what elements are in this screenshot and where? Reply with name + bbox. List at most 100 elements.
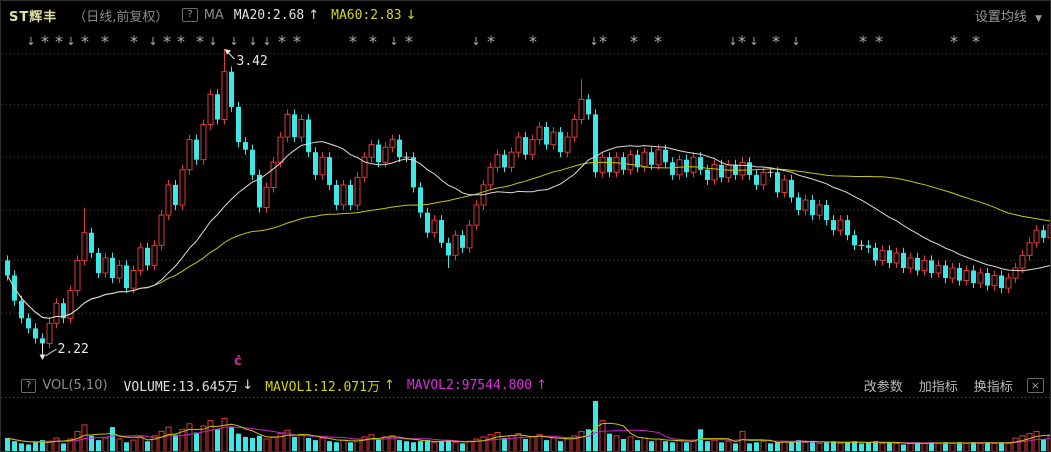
candle[interactable] <box>1047 220 1051 243</box>
volume-bar-down[interactable] <box>915 442 920 452</box>
candle[interactable] <box>929 255 934 278</box>
candle[interactable] <box>558 127 563 158</box>
close-indicator-button[interactable]: × <box>1026 378 1044 393</box>
volume-bar-up[interactable] <box>116 438 123 452</box>
candle[interactable] <box>1012 262 1019 284</box>
info-mine-marker-icon[interactable]: * <box>278 32 286 51</box>
candle[interactable] <box>110 252 115 284</box>
candle[interactable] <box>250 144 255 180</box>
ex-rights-marker-icon[interactable]: ↓ <box>148 35 157 48</box>
candle[interactable] <box>564 132 571 158</box>
volume-bar-up[interactable] <box>949 442 956 452</box>
candle[interactable] <box>116 260 123 284</box>
volume-bar-up[interactable] <box>277 433 284 452</box>
volume-bar-down[interactable] <box>376 439 381 452</box>
candle[interactable] <box>907 252 914 273</box>
candle[interactable] <box>460 230 465 253</box>
info-mine-marker-icon[interactable]: * <box>630 32 638 51</box>
volume-bar-down[interactable] <box>404 441 409 452</box>
info-mine-marker-icon[interactable]: * <box>349 32 357 51</box>
volume-bar-up[interactable] <box>816 442 823 452</box>
candle[interactable] <box>690 152 697 178</box>
candle[interactable] <box>649 147 654 170</box>
candle[interactable] <box>165 179 172 221</box>
volume-bar-down[interactable] <box>1041 439 1046 452</box>
volume-bar-up[interactable] <box>711 439 718 452</box>
ex-rights-marker-icon[interactable]: ↓ <box>262 35 271 48</box>
candle[interactable] <box>215 89 220 125</box>
info-mine-marker-icon[interactable]: * <box>293 32 301 51</box>
candle[interactable] <box>1019 250 1026 273</box>
volume-bar-up[interactable] <box>1005 442 1012 452</box>
candle[interactable] <box>663 144 668 168</box>
candle[interactable] <box>725 159 732 183</box>
candle[interactable] <box>446 237 451 268</box>
candle[interactable] <box>781 174 788 198</box>
candle[interactable] <box>739 157 746 180</box>
candle[interactable] <box>487 162 494 190</box>
volume-bar-up[interactable] <box>298 434 305 452</box>
candle[interactable] <box>439 215 444 248</box>
volume-bar-down[interactable] <box>824 442 829 452</box>
candle[interactable] <box>1026 237 1033 261</box>
volume-bar-up[interactable] <box>473 438 480 452</box>
volume-bar-down[interactable] <box>698 429 703 452</box>
candle[interactable] <box>270 157 277 193</box>
candle[interactable] <box>221 49 228 125</box>
candle[interactable] <box>194 134 199 165</box>
candle[interactable] <box>376 139 381 168</box>
volume-bar-up[interactable] <box>760 440 767 452</box>
candle[interactable] <box>1005 273 1012 294</box>
info-mine-marker-icon[interactable]: * <box>599 32 607 51</box>
candle[interactable] <box>529 134 536 160</box>
candle[interactable] <box>536 122 543 145</box>
volume-bar-down[interactable] <box>89 435 94 452</box>
volume-bar-down[interactable] <box>754 442 759 452</box>
candle[interactable] <box>1033 225 1040 248</box>
volume-bar-down[interactable] <box>586 429 591 452</box>
volume-bar-down[interactable] <box>733 443 738 452</box>
candle[interactable] <box>229 66 234 112</box>
candle[interactable] <box>340 179 347 211</box>
ex-rights-marker-icon[interactable]: ↓ <box>589 35 598 48</box>
candle[interactable] <box>949 262 956 284</box>
volume-bar-up[interactable] <box>200 425 207 452</box>
volume-bar-down[interactable] <box>852 441 857 452</box>
volume-bar-down[interactable] <box>145 441 150 452</box>
ex-rights-marker-icon[interactable]: ↓ <box>229 35 238 48</box>
volume-bar-down[interactable] <box>768 443 773 452</box>
volume-bar-up[interactable] <box>1012 437 1019 452</box>
ex-rights-marker-icon[interactable]: ↓ <box>208 35 217 48</box>
candle[interactable] <box>334 179 339 211</box>
candle[interactable] <box>698 152 703 175</box>
candle[interactable] <box>46 318 53 349</box>
volume-bar-down[interactable] <box>446 440 451 452</box>
candle[interactable] <box>151 240 158 271</box>
volume-bar-up[interactable] <box>130 439 137 452</box>
candle[interactable] <box>963 265 970 286</box>
volume-bar-down[interactable] <box>845 442 850 452</box>
volume-bar-down[interactable] <box>957 442 962 452</box>
volume-bar-up[interactable] <box>207 420 214 452</box>
volume-bar-up[interactable] <box>893 442 900 452</box>
candle[interactable] <box>403 152 410 163</box>
candle[interactable] <box>26 313 31 334</box>
info-mine-marker-icon[interactable]: * <box>654 32 662 51</box>
switch-indicator-button[interactable]: 换指标 <box>973 380 1013 395</box>
volume-chart-pane[interactable] <box>1 397 1050 452</box>
candle[interactable] <box>124 260 129 294</box>
volume-bar-down[interactable] <box>418 441 423 452</box>
volume-bar-down[interactable] <box>306 438 311 452</box>
volume-bar-down[interactable] <box>460 443 465 452</box>
volume-bar-down[interactable] <box>887 442 892 452</box>
volume-bar-down[interactable] <box>621 439 626 452</box>
candle[interactable] <box>502 149 507 173</box>
volume-bar-down[interactable] <box>901 444 906 452</box>
volume-bar-up[interactable] <box>158 430 165 452</box>
candle[interactable] <box>243 137 248 155</box>
volume-bar-down[interactable] <box>866 442 871 452</box>
volume-bar-up[interactable] <box>781 440 788 452</box>
volume-bar-up[interactable] <box>452 441 459 452</box>
candle[interactable] <box>971 265 976 289</box>
candle[interactable] <box>96 247 101 278</box>
